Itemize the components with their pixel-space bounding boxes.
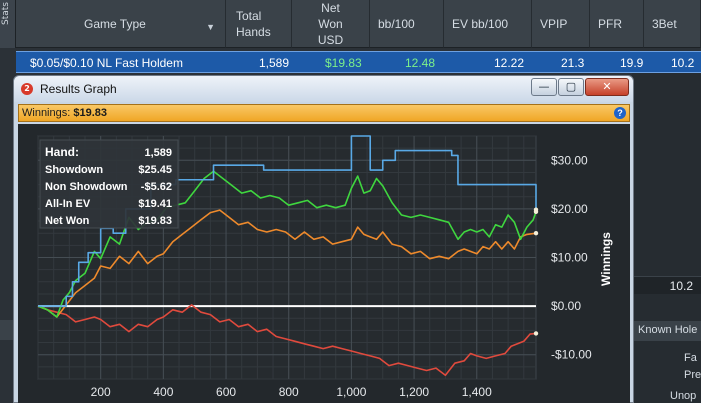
background-value-cell: 10.2 [632,276,701,294]
cell-pfr: 19.9 [620,56,644,70]
window-titlebar[interactable]: 2 Results Graph — ▢ ✕ [14,76,633,102]
column-header-label: EV bb/100 [452,16,509,31]
winnings-label: Winnings: [22,107,71,119]
tooltip-value: $25.45 [138,164,172,176]
cell-net-won: $19.83 [325,56,362,70]
stats-tab-label: Stats [1,2,11,25]
column-header-ev-bb100[interactable]: EV bb/100 [444,0,532,48]
tooltip-label: Net Won [45,215,90,227]
column-header-game-type[interactable]: Game Type ▼ [16,0,226,48]
help-icon[interactable]: ? [614,107,626,119]
tooltip-value: -$5.62 [141,181,172,193]
x-tick-label: 1,000 [336,385,366,399]
cell-total-hands: 1,589 [259,56,290,70]
tooltip-value: $19.83 [138,215,172,227]
series-end-point [533,331,539,336]
series-line-showdown [37,209,537,318]
results-line-chart[interactable]: 200 400 600 800 1,000 1,200 1,400 $30.00 $20.00 $… [18,124,630,403]
background-left-strip [0,320,14,340]
column-header-total-hands[interactable]: Total Hands [226,0,292,48]
column-header-vpip[interactable]: VPIP [532,0,590,48]
background-unop-label: Unop [670,390,697,402]
cell-ev-bb100: 12.22 [494,56,525,70]
y-axis-title: Winnings [599,232,613,286]
column-header-label: VPIP [540,16,568,31]
cell-3bet: 10.2 [671,56,695,70]
window-title: Results Graph [40,82,117,96]
y-tick-label: $20.00 [551,202,588,216]
tooltip-label: Non Showdown [45,181,128,193]
y-tick-label: -$10.00 [551,348,592,362]
stats-tab[interactable]: Stats [0,0,16,48]
close-button[interactable]: ✕ [585,78,629,96]
series-end-point [533,231,539,236]
tooltip-label: All-In EV [45,198,91,210]
series-line-non-showdown [37,304,537,377]
series-end-point [533,207,539,212]
table-row[interactable]: $0.05/$0.10 NL Fast Holdem 1,589 $19.83 … [16,51,701,73]
graph-area[interactable]: 200 400 600 800 1,000 1,200 1,400 $30.00 $20.00 $… [18,124,630,403]
chevron-down-icon[interactable]: ▼ [206,22,215,32]
y-tick-label: $30.00 [551,153,588,167]
cell-game-type: $0.05/$0.10 NL Fast Holdem [30,56,183,70]
winnings-value: $19.83 [73,107,108,119]
tooltip-label: Hand: [45,145,79,159]
results-graph-window[interactable]: 2 Results Graph — ▢ ✕ Winnings: $19.83 ?… [13,75,634,403]
tooltip-value: 1,589 [144,147,172,159]
background-column-header: Fa Pre [684,350,701,384]
column-header-pfr[interactable]: PFR [590,0,644,48]
series-line-net-won [38,135,537,307]
cell-bb100: 12.48 [405,56,436,70]
column-header-bb100[interactable]: bb/100 [370,0,444,48]
x-tick-label: 600 [216,385,236,399]
minimize-button[interactable]: — [531,78,557,96]
x-tick-label: 400 [153,385,173,399]
column-header-label: Game Type [84,16,146,31]
tooltip-value: $19.41 [138,198,172,210]
column-header-label: 3Bet [652,16,677,31]
winnings-bar: Winnings: $19.83 ? [18,104,630,122]
maximize-button[interactable]: ▢ [558,78,584,96]
column-header-label: Total Hands [236,8,271,39]
background-header-line: Pre [684,369,701,381]
column-header-net-won[interactable]: Net Won USD [292,0,370,48]
background-panel [632,73,701,403]
y-tick-label: $10.00 [551,251,588,265]
column-header-label: PFR [598,16,622,31]
column-header-3bet[interactable]: 3Bet [644,0,701,48]
column-header-label: Net Won USD [317,0,344,47]
x-tick-label: 200 [91,385,111,399]
y-tick-label: $0.00 [551,299,581,313]
x-tick-label: 1,200 [399,385,429,399]
background-header-line: Fa [684,352,697,364]
x-tick-label: 800 [279,385,299,399]
app-icon: 2 [21,83,33,95]
tooltip-box [39,139,179,229]
tooltip-label: Showdown [45,164,103,176]
series-line-all-in-ev [37,170,537,318]
cell-vpip: 21.3 [561,56,585,70]
known-holes-header[interactable]: Known Hole [632,321,701,341]
x-tick-label: 1,400 [462,385,492,399]
column-header-label: bb/100 [378,16,415,31]
